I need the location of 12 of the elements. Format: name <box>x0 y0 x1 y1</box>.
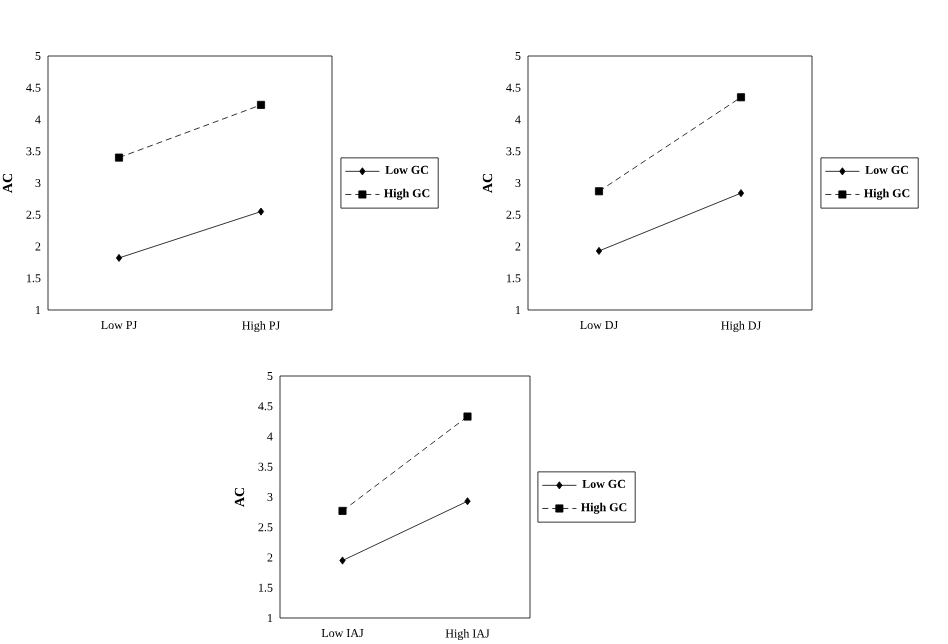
point <box>115 153 123 162</box>
point <box>464 497 471 506</box>
point <box>115 253 123 262</box>
point <box>339 556 346 565</box>
point <box>257 100 265 109</box>
point <box>737 189 745 198</box>
point <box>595 246 603 255</box>
point <box>737 93 746 102</box>
point <box>463 412 472 421</box>
point <box>338 506 347 515</box>
point <box>595 187 603 196</box>
point <box>257 207 265 216</box>
